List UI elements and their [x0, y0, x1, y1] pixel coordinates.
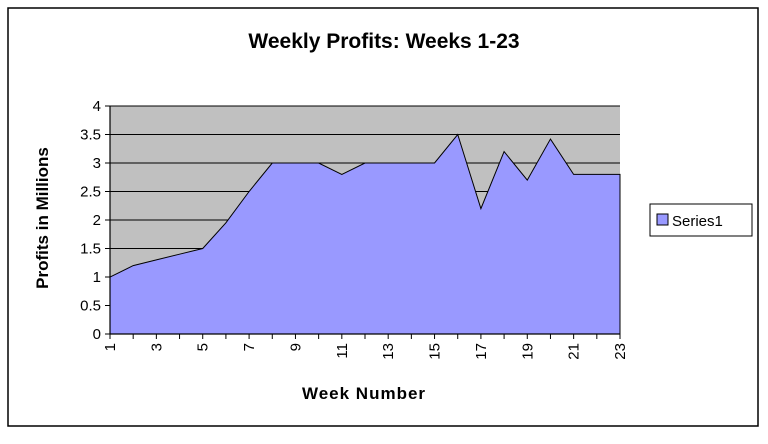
legend-label-series1: Series1: [672, 213, 723, 230]
y-axis-ticks: 0 0.5 1 1.5 2 2.5 3 3.5 4: [80, 98, 110, 343]
x-axis-ticks: 1 3 5 7 9 11 13 15 17 19 21 23: [102, 334, 629, 360]
y-tick-label: 3.5: [80, 127, 101, 144]
y-tick-label: 1: [93, 269, 101, 286]
x-tick-label: 21: [566, 343, 583, 360]
x-tick-label: 1: [102, 343, 119, 351]
x-axis-label: Week Number: [302, 384, 426, 403]
legend-swatch-series1: [656, 213, 669, 226]
x-tick-label: 9: [287, 343, 304, 351]
x-tick-label: 11: [334, 343, 351, 359]
y-tick-label: 2: [93, 212, 101, 229]
y-tick-label: 3: [93, 155, 101, 172]
y-tick-label: 4: [93, 98, 101, 115]
y-tick-label: 0: [93, 326, 101, 343]
y-tick-label: 2.5: [80, 184, 101, 201]
y-axis-label: Profits in Millions: [33, 147, 52, 289]
x-tick-label: 23: [612, 343, 629, 360]
legend: Series1: [649, 203, 753, 237]
x-tick-label: 17: [473, 343, 490, 360]
x-tick-label: 15: [427, 343, 444, 360]
plot-area: 00.511.522.533.54 1 3 5 7 9 11 13 15 17 19 21 23: [80, 98, 629, 360]
chart-title: Weekly Profits: Weeks 1-23: [248, 30, 519, 53]
x-tick-label: 13: [380, 343, 397, 360]
x-tick-label: 7: [241, 343, 258, 351]
y-tick-label: 0.5: [80, 298, 101, 315]
x-tick-label: 5: [195, 343, 212, 351]
y-tick-label: 1.5: [80, 241, 101, 258]
x-tick-label: 19: [519, 343, 536, 360]
series1-area: [109, 133, 621, 335]
x-tick-label: 3: [148, 343, 165, 351]
